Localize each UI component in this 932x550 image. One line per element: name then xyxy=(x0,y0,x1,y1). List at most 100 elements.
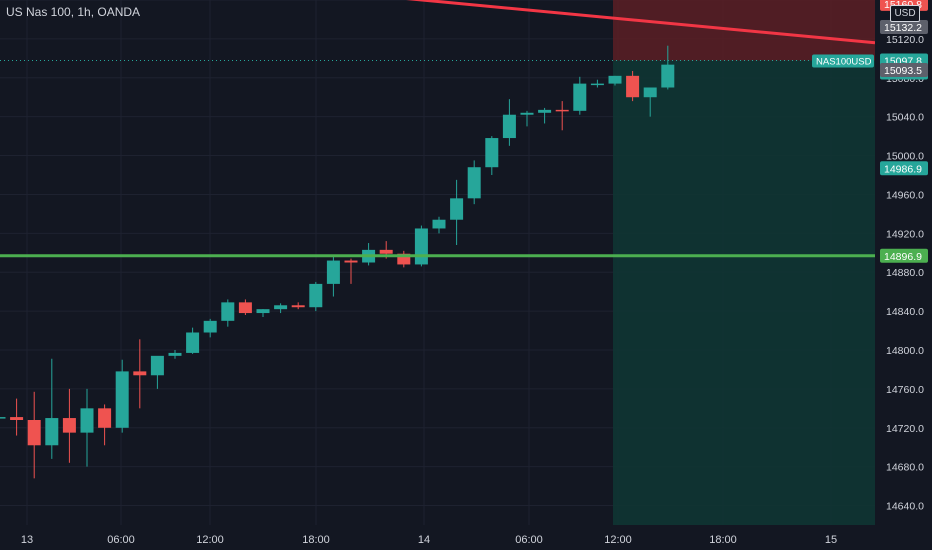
candle-2 xyxy=(27,391,41,479)
price-tick-label: 15000.0 xyxy=(886,151,924,163)
candle-24 xyxy=(414,225,428,267)
candle-29 xyxy=(502,99,516,146)
price-tick-label: 14840.0 xyxy=(886,306,924,318)
candle-27 xyxy=(467,160,481,205)
candle-body xyxy=(274,305,288,310)
candle-body xyxy=(414,228,428,265)
symbol-title: US Nas 100, 1h, OANDA xyxy=(6,5,141,19)
candle-25 xyxy=(432,216,446,234)
candle-body xyxy=(344,260,358,263)
candle-10 xyxy=(168,350,182,359)
candle-body xyxy=(326,260,340,284)
candle-body xyxy=(608,75,622,84)
candle-19 xyxy=(326,254,340,297)
price-tick-label: 14640.0 xyxy=(886,501,924,513)
time-tick-label: 12:00 xyxy=(196,534,224,546)
candle-body xyxy=(256,309,270,314)
candle-23 xyxy=(397,250,411,268)
candle-16 xyxy=(274,303,288,314)
candle-body xyxy=(45,418,59,446)
time-tick-label: 06:00 xyxy=(515,534,543,546)
time-tick-label: 15 xyxy=(825,534,837,546)
candle-13 xyxy=(221,299,235,327)
candle-14 xyxy=(238,299,252,315)
candle-4 xyxy=(62,388,76,463)
candle-30 xyxy=(520,110,534,127)
price-tick-label: 14960.0 xyxy=(886,189,924,201)
candle-body xyxy=(10,417,24,420)
time-tick-label: 06:00 xyxy=(107,534,135,546)
currency-button[interactable]: USD xyxy=(890,5,920,22)
candle-body xyxy=(520,112,534,115)
candle-body xyxy=(555,109,569,112)
price-tick-label: 14760.0 xyxy=(886,384,924,396)
candle-body xyxy=(150,355,164,376)
candle-body xyxy=(502,114,516,139)
candle-11 xyxy=(186,327,200,354)
price-label-text: 14986.9 xyxy=(884,163,922,175)
candle-body xyxy=(0,417,6,419)
candle-1 xyxy=(10,398,24,436)
candle-28 xyxy=(485,136,499,175)
candle-7 xyxy=(115,359,129,433)
price-label-text: 15093.5 xyxy=(884,65,922,77)
time-tick-label: 12:00 xyxy=(604,534,632,546)
candle-37 xyxy=(643,87,657,117)
price-tick-label: 14720.0 xyxy=(886,423,924,435)
candle-38 xyxy=(661,45,675,90)
position-zones xyxy=(0,0,875,525)
candle-body xyxy=(573,83,587,111)
candle-body xyxy=(27,420,41,446)
resistance-trendline[interactable] xyxy=(0,0,876,45)
price-tick-label: 14880.0 xyxy=(886,267,924,279)
candle-body xyxy=(450,198,464,220)
candle-15 xyxy=(256,309,270,317)
candle-33 xyxy=(573,76,587,115)
candle-6 xyxy=(98,404,112,446)
price-label-text: 14896.9 xyxy=(884,251,922,263)
price-tick-label: 14920.0 xyxy=(886,228,924,240)
symbol-tag-box xyxy=(812,54,874,68)
candle-body xyxy=(115,371,129,428)
candle-31 xyxy=(538,107,552,124)
candle-9 xyxy=(150,355,164,389)
candle-21 xyxy=(362,243,376,266)
candle-35 xyxy=(608,75,622,86)
candle-body xyxy=(186,332,200,353)
time-tick-label: 13 xyxy=(21,534,33,546)
candle-body xyxy=(309,283,323,308)
take-profit-zone[interactable] xyxy=(613,60,875,525)
candle-body xyxy=(98,408,112,428)
candle-body xyxy=(379,249,393,254)
candle-17 xyxy=(291,302,305,310)
price-tick-label: 15120.0 xyxy=(886,34,924,46)
candle-body xyxy=(432,219,446,229)
time-axis[interactable]: 13 06:00 12:00 18:00 14 06:00 12:00 18:00 15 xyxy=(0,525,932,550)
candle-body xyxy=(221,302,235,321)
candle-body xyxy=(590,83,604,86)
price-label-box xyxy=(880,20,928,35)
symbol-tag-label: NAS100USD xyxy=(816,56,872,67)
candle-body xyxy=(626,75,640,98)
candle-body xyxy=(397,253,411,265)
candle-26 xyxy=(450,179,464,245)
price-label-text: 15132.2 xyxy=(884,22,922,34)
time-tick-label: 18:00 xyxy=(302,534,330,546)
candle-0 xyxy=(0,417,6,419)
price-axis[interactable]: 15160.015120.015080.015040.015000.014960… xyxy=(812,0,932,550)
price-tick-label: 14800.0 xyxy=(886,345,924,357)
price-axis-bg xyxy=(875,0,932,550)
candle-body xyxy=(238,302,252,314)
price-label-box xyxy=(880,63,928,77)
drawing-lines[interactable] xyxy=(0,0,876,258)
time-axis-bg xyxy=(0,525,932,550)
candle-36 xyxy=(626,70,640,102)
candle-series xyxy=(0,45,675,479)
price-tick-label: 15040.0 xyxy=(886,112,924,124)
candle-body xyxy=(291,305,305,308)
candle-18 xyxy=(309,281,323,312)
price-label-box xyxy=(880,161,928,176)
candle-body xyxy=(203,320,217,333)
candle-34 xyxy=(590,79,604,88)
